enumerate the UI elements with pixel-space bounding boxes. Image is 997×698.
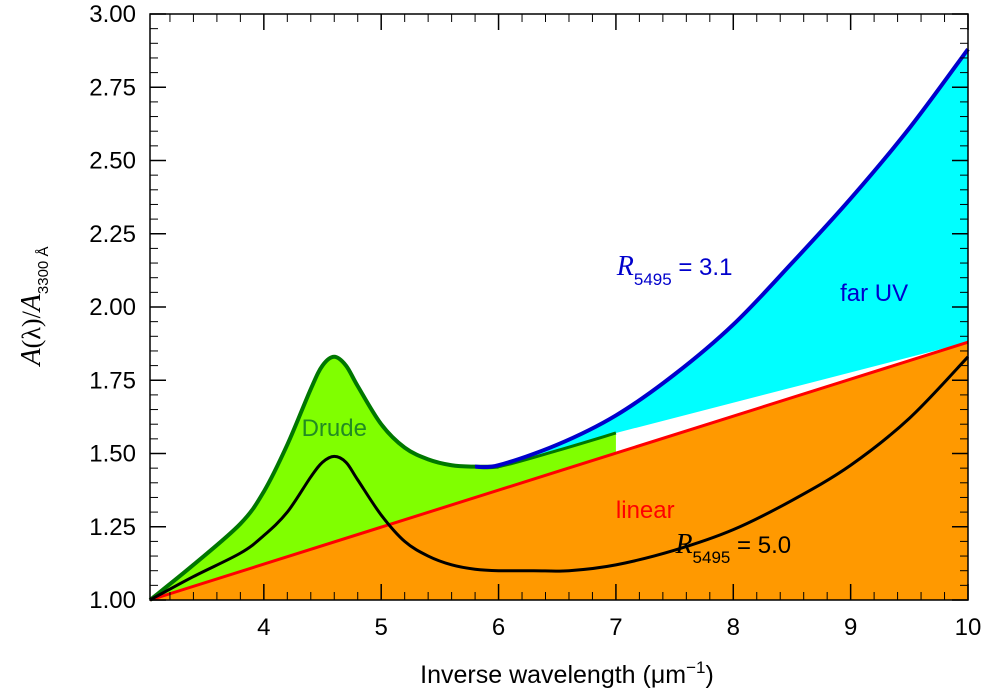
y-tick-label: 1.25 (89, 514, 136, 541)
y-axis-title: A(λ)/A3300 Å (16, 247, 52, 368)
x-tick-label: 7 (609, 614, 622, 641)
series-lines (148, 47, 970, 602)
y-tick-label: 2.00 (89, 294, 136, 321)
x-tick-label: 6 (492, 614, 505, 641)
linear-label: linear (616, 497, 675, 524)
far-uv-label: far UV (840, 280, 908, 307)
annotations: Drude linear far UV R5495 = 3.1 R5495 = 5.0 (302, 251, 909, 567)
drude-label: Drude (302, 415, 367, 442)
drude-line (148, 354, 499, 602)
x-tick-label: 9 (844, 614, 857, 641)
far-uv-fill (475, 49, 968, 468)
x-axis-title: Inverse wavelength (μm−1) (420, 658, 714, 689)
y-tick-label: 2.75 (89, 74, 136, 101)
y-tick-label: 1.50 (89, 441, 136, 468)
drude-fill (150, 356, 616, 600)
x-tick-label: 4 (257, 614, 270, 641)
r31-label: R5495 = 3.1 (616, 251, 733, 289)
axes (149, 13, 969, 601)
y-tick-label: 2.50 (89, 148, 136, 175)
linear-line (149, 340, 969, 602)
r50-line (149, 355, 970, 602)
y-tick-label: 1.75 (89, 367, 136, 394)
x-tick-label: 8 (727, 614, 740, 641)
far-uv-line (474, 47, 970, 470)
fill-areas (150, 49, 968, 600)
x-tick-label: 10 (955, 614, 982, 641)
y-tick-label: 1.00 (89, 587, 136, 614)
r50-label: R5495 = 5.0 (674, 529, 791, 567)
x-tick-label: 5 (375, 614, 388, 641)
y-tick-label: 2.25 (89, 221, 136, 248)
y-tick-label: 3.00 (89, 1, 136, 28)
tick-labels: 4 5 6 7 8 9 10 1.00 1.25 1.50 1.75 2.00 2.25 2.50 2.75… (89, 1, 981, 641)
